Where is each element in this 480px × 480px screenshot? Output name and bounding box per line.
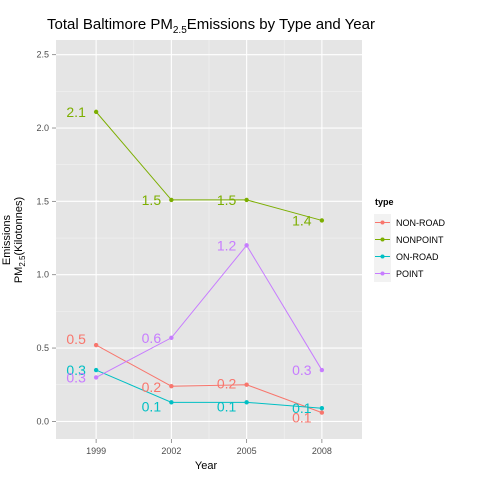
legend-label-nonpoint: NONPOINT xyxy=(396,235,444,245)
data-label-on-road: 0.1 xyxy=(217,398,237,414)
x-tick-label: 2002 xyxy=(161,446,181,456)
legend-key-point xyxy=(381,272,385,276)
y-tick-label: 2.0 xyxy=(36,123,49,133)
data-point-nonpoint xyxy=(244,198,248,202)
data-point-on-road xyxy=(320,406,324,410)
data-label-on-road: 0.1 xyxy=(292,400,312,416)
data-label-point: 0.6 xyxy=(142,330,162,346)
data-point-on-road xyxy=(169,400,173,404)
chart-title: Total Baltimore PM2.5Emissions by Type a… xyxy=(47,16,375,36)
data-label-nonpoint: 1.5 xyxy=(142,192,162,208)
data-point-point xyxy=(94,375,98,379)
y-tick-label: 2.5 xyxy=(36,50,49,60)
data-point-nonpoint xyxy=(169,198,173,202)
legend-title: type xyxy=(375,197,394,207)
data-label-point: 0.3 xyxy=(292,362,312,378)
legend-key-point xyxy=(381,255,385,259)
data-label-non-road: 0.5 xyxy=(66,331,86,347)
legend-label-on-road: ON-ROAD xyxy=(396,252,439,262)
data-label-non-road: 0.2 xyxy=(217,376,237,392)
legend-key-point xyxy=(381,221,385,225)
y-tick-label: 0.0 xyxy=(36,416,49,426)
data-label-non-road: 0.2 xyxy=(142,379,162,395)
data-point-non-road xyxy=(244,383,248,387)
data-point-nonpoint xyxy=(94,110,98,114)
data-label-nonpoint: 1.4 xyxy=(292,212,312,228)
data-label-point: 1.2 xyxy=(217,237,237,253)
legend-label-point: POINT xyxy=(396,269,424,279)
y-axis-title-line2: PM2.5(Kilotonnes) xyxy=(13,197,27,283)
x-tick-label: 1999 xyxy=(86,446,106,456)
data-point-point xyxy=(244,243,248,247)
legend-label-non-road: NON-ROAD xyxy=(396,218,445,228)
data-label-nonpoint: 1.5 xyxy=(217,192,237,208)
data-label-on-road: 0.1 xyxy=(142,398,162,414)
legend-key-point xyxy=(381,238,385,242)
data-point-on-road xyxy=(94,368,98,372)
data-label-nonpoint: 2.1 xyxy=(66,104,86,120)
data-point-point xyxy=(169,336,173,340)
data-label-point: 0.3 xyxy=(66,369,86,385)
x-tick-label: 2005 xyxy=(237,446,257,456)
data-point-nonpoint xyxy=(320,218,324,222)
data-point-non-road xyxy=(320,410,324,414)
y-tick-label: 1.5 xyxy=(36,196,49,206)
x-tick-label: 2008 xyxy=(312,446,332,456)
data-point-point xyxy=(320,368,324,372)
data-point-non-road xyxy=(94,343,98,347)
data-point-non-road xyxy=(169,384,173,388)
y-tick-label: 1.0 xyxy=(36,270,49,280)
y-axis-title-line1: Emissions xyxy=(1,214,13,265)
x-axis-title: Year xyxy=(195,460,218,472)
data-point-on-road xyxy=(244,400,248,404)
y-tick-label: 0.5 xyxy=(36,343,49,353)
